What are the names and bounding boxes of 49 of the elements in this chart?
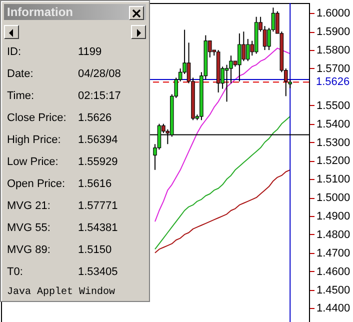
y-tick-label: 1.5000: [316, 192, 350, 204]
candlestick: [242, 31, 246, 62]
line-series: [154, 116, 291, 250]
y-tick-label: 1.5400: [316, 118, 350, 130]
annotation: Information: [7, 5, 73, 19]
y-tick-label: 1.5100: [316, 174, 350, 186]
y-tick-label: 1.5800: [316, 44, 350, 57]
annotation: 04/28/08: [78, 68, 121, 80]
annotation: Java Applet Window: [7, 287, 116, 298]
candlestick: [262, 26, 267, 51]
y-tick-label: 1.4400: [316, 302, 350, 315]
y-tick-label: 1.5500: [316, 100, 350, 112]
annotation: Time:: [7, 90, 34, 102]
y-tick-label: 1.4500: [316, 284, 350, 296]
annotation: Close Price:: [7, 112, 66, 124]
candlestick: [246, 38, 250, 62]
y-tick-label: 1.6000: [316, 8, 350, 20]
annotation: 1199: [78, 46, 102, 58]
y-tick-label: 1.4900: [316, 210, 350, 223]
y-tick-label: 1.4600: [316, 266, 350, 278]
y-tick-label: 1.5700: [316, 62, 350, 75]
annotation: 1.5626: [78, 112, 112, 124]
annotation: High Price:: [7, 134, 61, 146]
y-tick-label: 1.5300: [316, 136, 350, 149]
line-series: [154, 48, 291, 222]
y-tick-label: 1.5900: [316, 26, 350, 38]
annotation: Low Price:: [7, 156, 58, 168]
ref-line-label: 1.5626: [316, 76, 350, 88]
y-tick-label: 1.4800: [316, 228, 350, 241]
annotation: 1.53405: [78, 266, 118, 278]
annotation: Date:: [7, 68, 34, 80]
y-tick-label: 1.5200: [316, 155, 350, 168]
annotation: MVG 21:: [7, 200, 50, 212]
annotation: 1.5616: [78, 178, 112, 190]
annotation: MVG 89:: [7, 244, 50, 256]
candlestick: [224, 64, 229, 102]
y-tick-label: 1.4700: [316, 247, 350, 260]
annotation: 1.57771: [78, 200, 118, 212]
annotation: ID:: [7, 46, 22, 58]
annotation: 02:15:17: [78, 90, 121, 102]
annotation: 1.55929: [78, 156, 118, 168]
annotation: T0:: [7, 266, 23, 278]
annotation: 1.5150: [78, 244, 112, 256]
annotation: Open Price:: [7, 178, 66, 190]
annotation: 1.54381: [78, 222, 118, 234]
line-series: [154, 169, 291, 254]
annotation: MVG 55:: [7, 222, 50, 234]
annotation: 1.56394: [78, 134, 118, 146]
candlestick: [238, 32, 242, 82]
